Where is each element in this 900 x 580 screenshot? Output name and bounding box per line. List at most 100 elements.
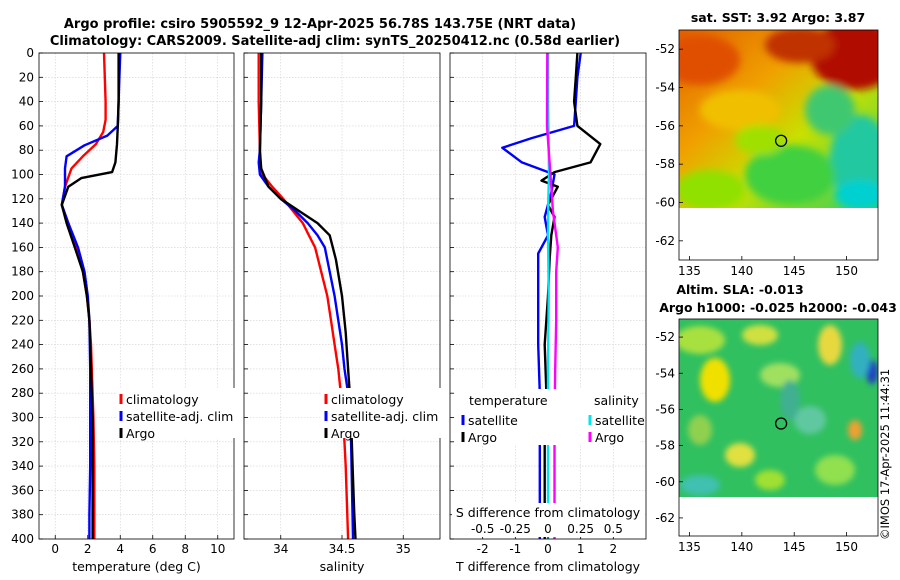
map-x-tick-label: 145 [783, 540, 806, 554]
map-x-tick-label: 140 [730, 264, 753, 278]
y-tick-label: 180 [11, 265, 34, 279]
y-tick-label: 60 [19, 119, 34, 133]
x-axis-label: salinity [320, 559, 365, 574]
argo-location-marker [774, 134, 788, 147]
y-tick-label: 0 [26, 46, 34, 60]
y-tick-label: 140 [11, 216, 34, 230]
y-tick-label: 100 [11, 168, 34, 182]
x-tick-label: 1 [577, 542, 585, 556]
map-y-tick-label: -62 [655, 234, 675, 248]
map-y-tick-label: -52 [655, 330, 675, 344]
map-y-tick-label: -62 [655, 511, 675, 525]
y-tick-label: 200 [11, 289, 34, 303]
x-tick-label: -2 [477, 542, 489, 556]
series-satellite-adj-clim [257, 52, 355, 540]
y-tick-label: 20 [19, 70, 34, 84]
x2-tick-label: -0.5 [471, 522, 494, 536]
x2-label-background [452, 503, 644, 537]
map-y-tick-label: -56 [655, 402, 675, 416]
y-tick-label: 120 [11, 192, 34, 206]
y-tick-label: 260 [11, 362, 34, 376]
x-tick-label: 0 [544, 542, 552, 556]
legend-label: Argo [468, 430, 497, 445]
salinity-panel: 34 34.5 35 salinity climatology satellite-adj… [243, 52, 442, 574]
legend-label: climatology [126, 392, 199, 407]
legend-heading-salinity: salinity [594, 393, 639, 408]
x-tick-label: 10 [210, 542, 225, 556]
difference-panel: -2 -1 0 1 2 T difference from climatology temp… [449, 52, 647, 574]
x2-tick-label: -0.25 [500, 522, 531, 536]
map-y-tick-label: -56 [655, 119, 675, 133]
y-tick-label: 300 [11, 411, 34, 425]
series-argo [258, 53, 357, 540]
x2-axis-label: S difference from climatology [456, 505, 641, 520]
legend-label: satellite [468, 413, 518, 428]
x-tick-label: 6 [149, 542, 157, 556]
y-tick-label: 220 [11, 313, 34, 327]
x2-tick-label: 0.25 [567, 522, 594, 536]
y-tick-label: 240 [11, 338, 34, 352]
y-tick-label: 360 [11, 483, 34, 497]
map-x-tick-label: 150 [835, 540, 858, 554]
x2-tick-label: 0.5 [604, 522, 623, 536]
y-tick-label: 80 [19, 143, 34, 157]
map-y-tick-label: -54 [655, 81, 675, 95]
x-tick-label: -1 [509, 542, 521, 556]
argo-location-marker [774, 417, 788, 430]
temperature-panel: 0 2 4 6 8 10 temperature (deg C) 0 20 40 60 80 100 12… [11, 46, 237, 574]
imos-watermark: ©IMOS 17-Apr-2025 11:44:31 [878, 369, 892, 540]
sla-map-title-line1: Altim. SLA: -0.013 [676, 282, 803, 297]
map-x-tick-label: 150 [835, 264, 858, 278]
sst-map-title: sat. SST: 3.92 Argo: 3.87 [691, 10, 865, 25]
map-x-tick-label: 145 [783, 264, 806, 278]
legend-label: Argo [331, 426, 360, 441]
legend-background [455, 389, 640, 445]
legend-label: Argo [126, 426, 155, 441]
x-axis-label: temperature (deg C) [72, 559, 201, 574]
x-tick-label: 2 [84, 542, 92, 556]
sla-map-title-line2: Argo h1000: -0.025 h2000: -0.043 [659, 300, 897, 315]
legend-label: satellite-adj. clim [126, 409, 233, 424]
x-tick-label: 34.5 [329, 542, 356, 556]
legend-background [117, 388, 237, 438]
y-tick-label: 340 [11, 459, 34, 473]
map-x-tick-label: 135 [678, 264, 701, 278]
figure-title-line2: Climatology: CARS2009. Satellite-adj cli… [50, 34, 620, 49]
series-argo [60, 53, 120, 539]
legend-label: Argo [595, 430, 624, 445]
map-y-tick-label: -60 [655, 475, 675, 489]
x-tick-label: 35 [396, 542, 411, 556]
map-x-tick-label: 140 [730, 540, 753, 554]
x-tick-label: 2 [610, 542, 618, 556]
x-axis-label: T difference from climatology [455, 559, 641, 574]
y-tick-label: 320 [11, 435, 34, 449]
sla-map-axes: 135 140 145 150 -52 -54 -56 -58 -60 -62 [655, 330, 858, 554]
x-tick-label: 0 [51, 542, 59, 556]
x-tick-label: 4 [116, 542, 124, 556]
y-tick-label: 400 [11, 532, 34, 546]
legend-background [322, 388, 442, 438]
x-tick-label: 34 [273, 542, 288, 556]
legend-label: satellite-adj. clim [331, 409, 438, 424]
y-tick-label: 40 [19, 95, 34, 109]
figure-title-line1: Argo profile: csiro 5905592_9 12-Apr-202… [64, 17, 576, 32]
x2-tick-label: 0 [544, 522, 552, 536]
sst-map-field [679, 30, 878, 208]
y-tick-label: 280 [11, 386, 34, 400]
sst-map: sat. SST: 3.92 Argo: 3.87 135 140 145 150 -5… [655, 10, 879, 278]
y-tick-label: 160 [11, 240, 34, 254]
map-y-tick-label: -60 [655, 196, 675, 210]
sla-map: Altim. SLA: -0.013 Argo h1000: -0.025 h2… [655, 282, 896, 554]
legend-heading-temperature: temperature [469, 393, 548, 408]
sla-map-field [679, 319, 878, 497]
map-y-tick-label: -58 [655, 157, 675, 171]
legend-label: climatology [331, 392, 404, 407]
legend-label: satellite [595, 413, 645, 428]
y-tick-label: 380 [11, 508, 34, 522]
x-tick-label: 8 [181, 542, 189, 556]
map-y-tick-label: -54 [655, 366, 675, 380]
map-y-tick-label: -52 [655, 42, 675, 56]
sst-map-axes: 135 140 145 150 -52 -54 -56 -58 -60 -62 [655, 42, 858, 278]
map-x-tick-label: 135 [678, 540, 701, 554]
